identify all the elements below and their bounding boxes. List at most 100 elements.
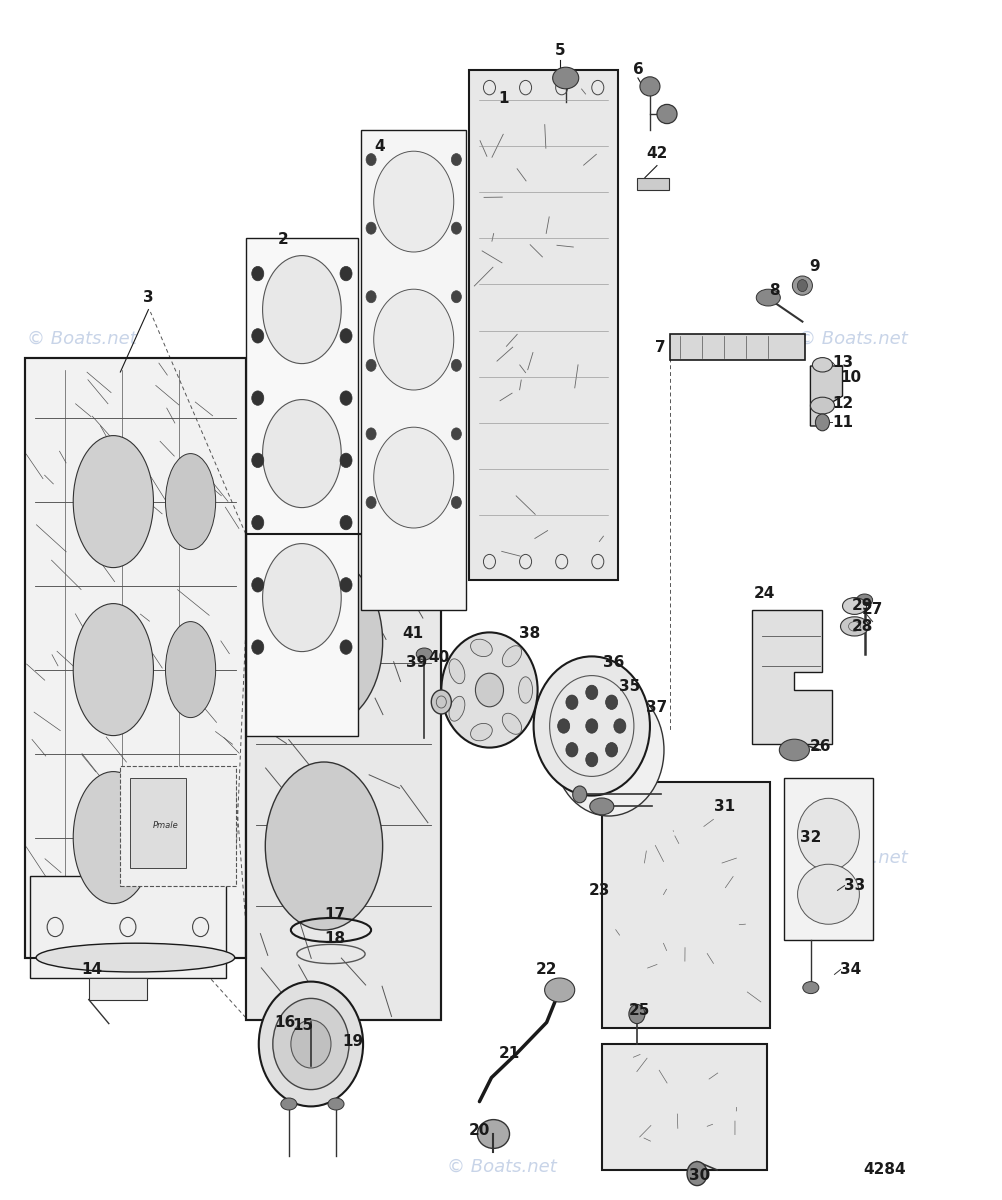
Ellipse shape [842,598,866,614]
Ellipse shape [165,790,215,886]
Bar [784,778,872,940]
Circle shape [585,752,597,767]
Bar [636,178,668,190]
Circle shape [553,684,663,816]
Circle shape [340,391,352,406]
Ellipse shape [36,943,234,972]
Bar [601,782,770,1028]
Text: 41: 41 [402,626,424,641]
Circle shape [451,359,461,371]
Bar [120,766,235,886]
Ellipse shape [73,772,153,904]
Ellipse shape [544,978,574,1002]
Text: 34: 34 [839,962,861,977]
Circle shape [252,640,264,654]
Text: © Boats.net: © Boats.net [446,1157,556,1175]
Bar [88,978,147,1000]
Circle shape [572,786,586,803]
Bar [245,534,441,1020]
Ellipse shape [328,1098,344,1110]
Circle shape [340,329,352,343]
Text: 29: 29 [851,599,873,613]
Text: 5: 5 [554,43,564,58]
Text: 35: 35 [618,679,640,694]
Ellipse shape [263,256,341,364]
Ellipse shape [374,289,453,390]
Ellipse shape [856,594,872,606]
Circle shape [565,695,577,709]
Text: © Boats.net: © Boats.net [797,330,907,348]
Circle shape [252,329,264,343]
Circle shape [605,695,617,709]
Ellipse shape [281,1098,297,1110]
Text: 40: 40 [428,650,450,665]
Ellipse shape [477,1120,509,1148]
Circle shape [252,391,264,406]
Circle shape [451,290,461,302]
Text: 38: 38 [518,626,540,641]
Ellipse shape [779,739,809,761]
Ellipse shape [756,289,780,306]
Text: 30: 30 [688,1169,710,1183]
Ellipse shape [502,646,521,667]
Text: 3: 3 [143,290,153,305]
Text: © Boats.net: © Boats.net [27,330,137,348]
Text: 21: 21 [498,1046,520,1061]
Text: 7: 7 [654,341,664,355]
Circle shape [252,577,264,592]
Polygon shape [752,610,832,744]
Circle shape [605,743,617,757]
Ellipse shape [416,648,432,660]
Ellipse shape [374,151,453,252]
Ellipse shape [73,436,153,568]
Circle shape [366,290,376,302]
Text: 9: 9 [809,259,819,274]
Circle shape [291,1020,331,1068]
Bar [25,358,245,958]
Circle shape [366,154,376,166]
Text: 19: 19 [342,1034,364,1049]
Ellipse shape [797,864,859,924]
Ellipse shape [518,677,532,703]
Ellipse shape [812,358,832,372]
Circle shape [252,266,264,281]
Circle shape [273,998,349,1090]
Text: 25: 25 [628,1003,650,1018]
Circle shape [441,632,537,748]
Text: 28: 28 [851,619,873,634]
Circle shape [451,222,461,234]
Bar [669,334,805,360]
Text: 12: 12 [831,396,853,410]
Circle shape [366,359,376,371]
Ellipse shape [263,544,341,652]
Circle shape [533,656,649,796]
Text: 17: 17 [324,907,346,922]
Circle shape [431,690,451,714]
Text: 31: 31 [712,799,734,814]
Circle shape [366,497,376,509]
Text: 4: 4 [374,139,384,154]
Text: 39: 39 [405,655,427,670]
Circle shape [340,640,352,654]
Bar [361,130,466,610]
Text: 13: 13 [831,355,853,370]
Text: 10: 10 [839,371,861,385]
Text: 33: 33 [843,878,865,893]
Ellipse shape [165,454,215,550]
Text: 24: 24 [753,587,775,601]
Ellipse shape [552,67,578,89]
Text: 42: 42 [645,146,667,161]
Text: 15: 15 [292,1019,314,1033]
Circle shape [340,454,352,468]
Circle shape [259,982,363,1106]
Polygon shape [810,366,842,426]
Bar [30,876,225,978]
Circle shape [451,154,461,166]
Text: 1: 1 [498,91,508,106]
Ellipse shape [797,798,859,870]
Circle shape [451,428,461,440]
Ellipse shape [792,276,812,295]
Circle shape [585,685,597,700]
Text: 26: 26 [809,739,831,754]
Text: 2: 2 [278,233,288,247]
